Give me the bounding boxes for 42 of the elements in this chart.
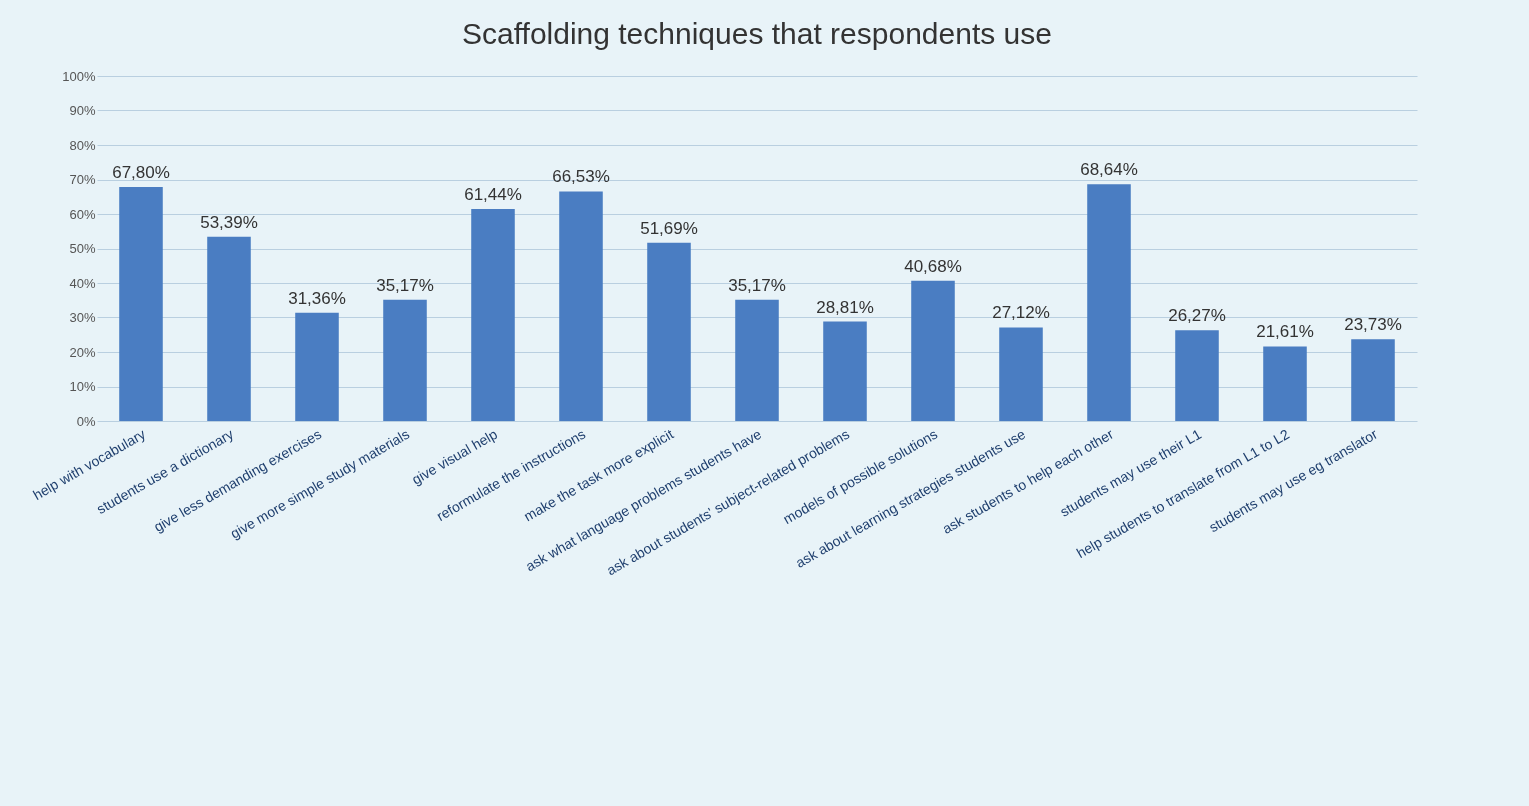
bar (647, 242, 691, 421)
bar (1087, 184, 1131, 421)
data-label: 21,61% (1256, 322, 1314, 342)
bar (823, 321, 867, 421)
data-label: 40,68% (904, 256, 962, 276)
y-tick-label: 80% (69, 137, 96, 153)
data-label: 51,69% (640, 218, 698, 238)
data-label: 28,81% (816, 297, 874, 317)
data-label: 66,53% (552, 167, 610, 187)
data-label: 26,27% (1168, 306, 1226, 326)
bar (383, 299, 427, 421)
data-label: 67,80% (112, 163, 170, 183)
y-tick-label: 20% (69, 344, 96, 360)
y-tick-label: 90% (69, 103, 96, 118)
bar (735, 299, 779, 421)
bar (559, 191, 603, 421)
bar (1175, 330, 1219, 421)
y-tick-label: 0% (76, 413, 96, 429)
data-label: 27,12% (992, 303, 1050, 323)
bar (207, 236, 251, 421)
y-tick-label: 50% (69, 241, 96, 256)
y-tick-label: 40% (69, 275, 96, 291)
data-label: 53,39% (200, 212, 258, 232)
bar (471, 209, 515, 421)
data-label: 61,44% (464, 185, 522, 205)
bar (119, 187, 163, 421)
data-label: 68,64% (1080, 160, 1138, 180)
data-label: 23,73% (1344, 315, 1402, 335)
chart-title: Scaffolding techniques that respondents use (462, 17, 1052, 50)
y-tick-label: 70% (69, 172, 96, 187)
data-label: 35,17% (728, 275, 786, 295)
data-label: 31,36% (288, 288, 346, 308)
bar (295, 312, 339, 421)
bar (911, 280, 955, 421)
data-label: 35,17% (376, 275, 434, 295)
bar (1351, 339, 1395, 421)
y-tick-label: 10% (69, 379, 96, 394)
y-tick-label: 30% (69, 310, 96, 325)
y-tick-label: 60% (69, 206, 96, 222)
y-tick-label: 100% (62, 68, 96, 84)
bar (999, 327, 1043, 421)
bar (1263, 346, 1307, 421)
